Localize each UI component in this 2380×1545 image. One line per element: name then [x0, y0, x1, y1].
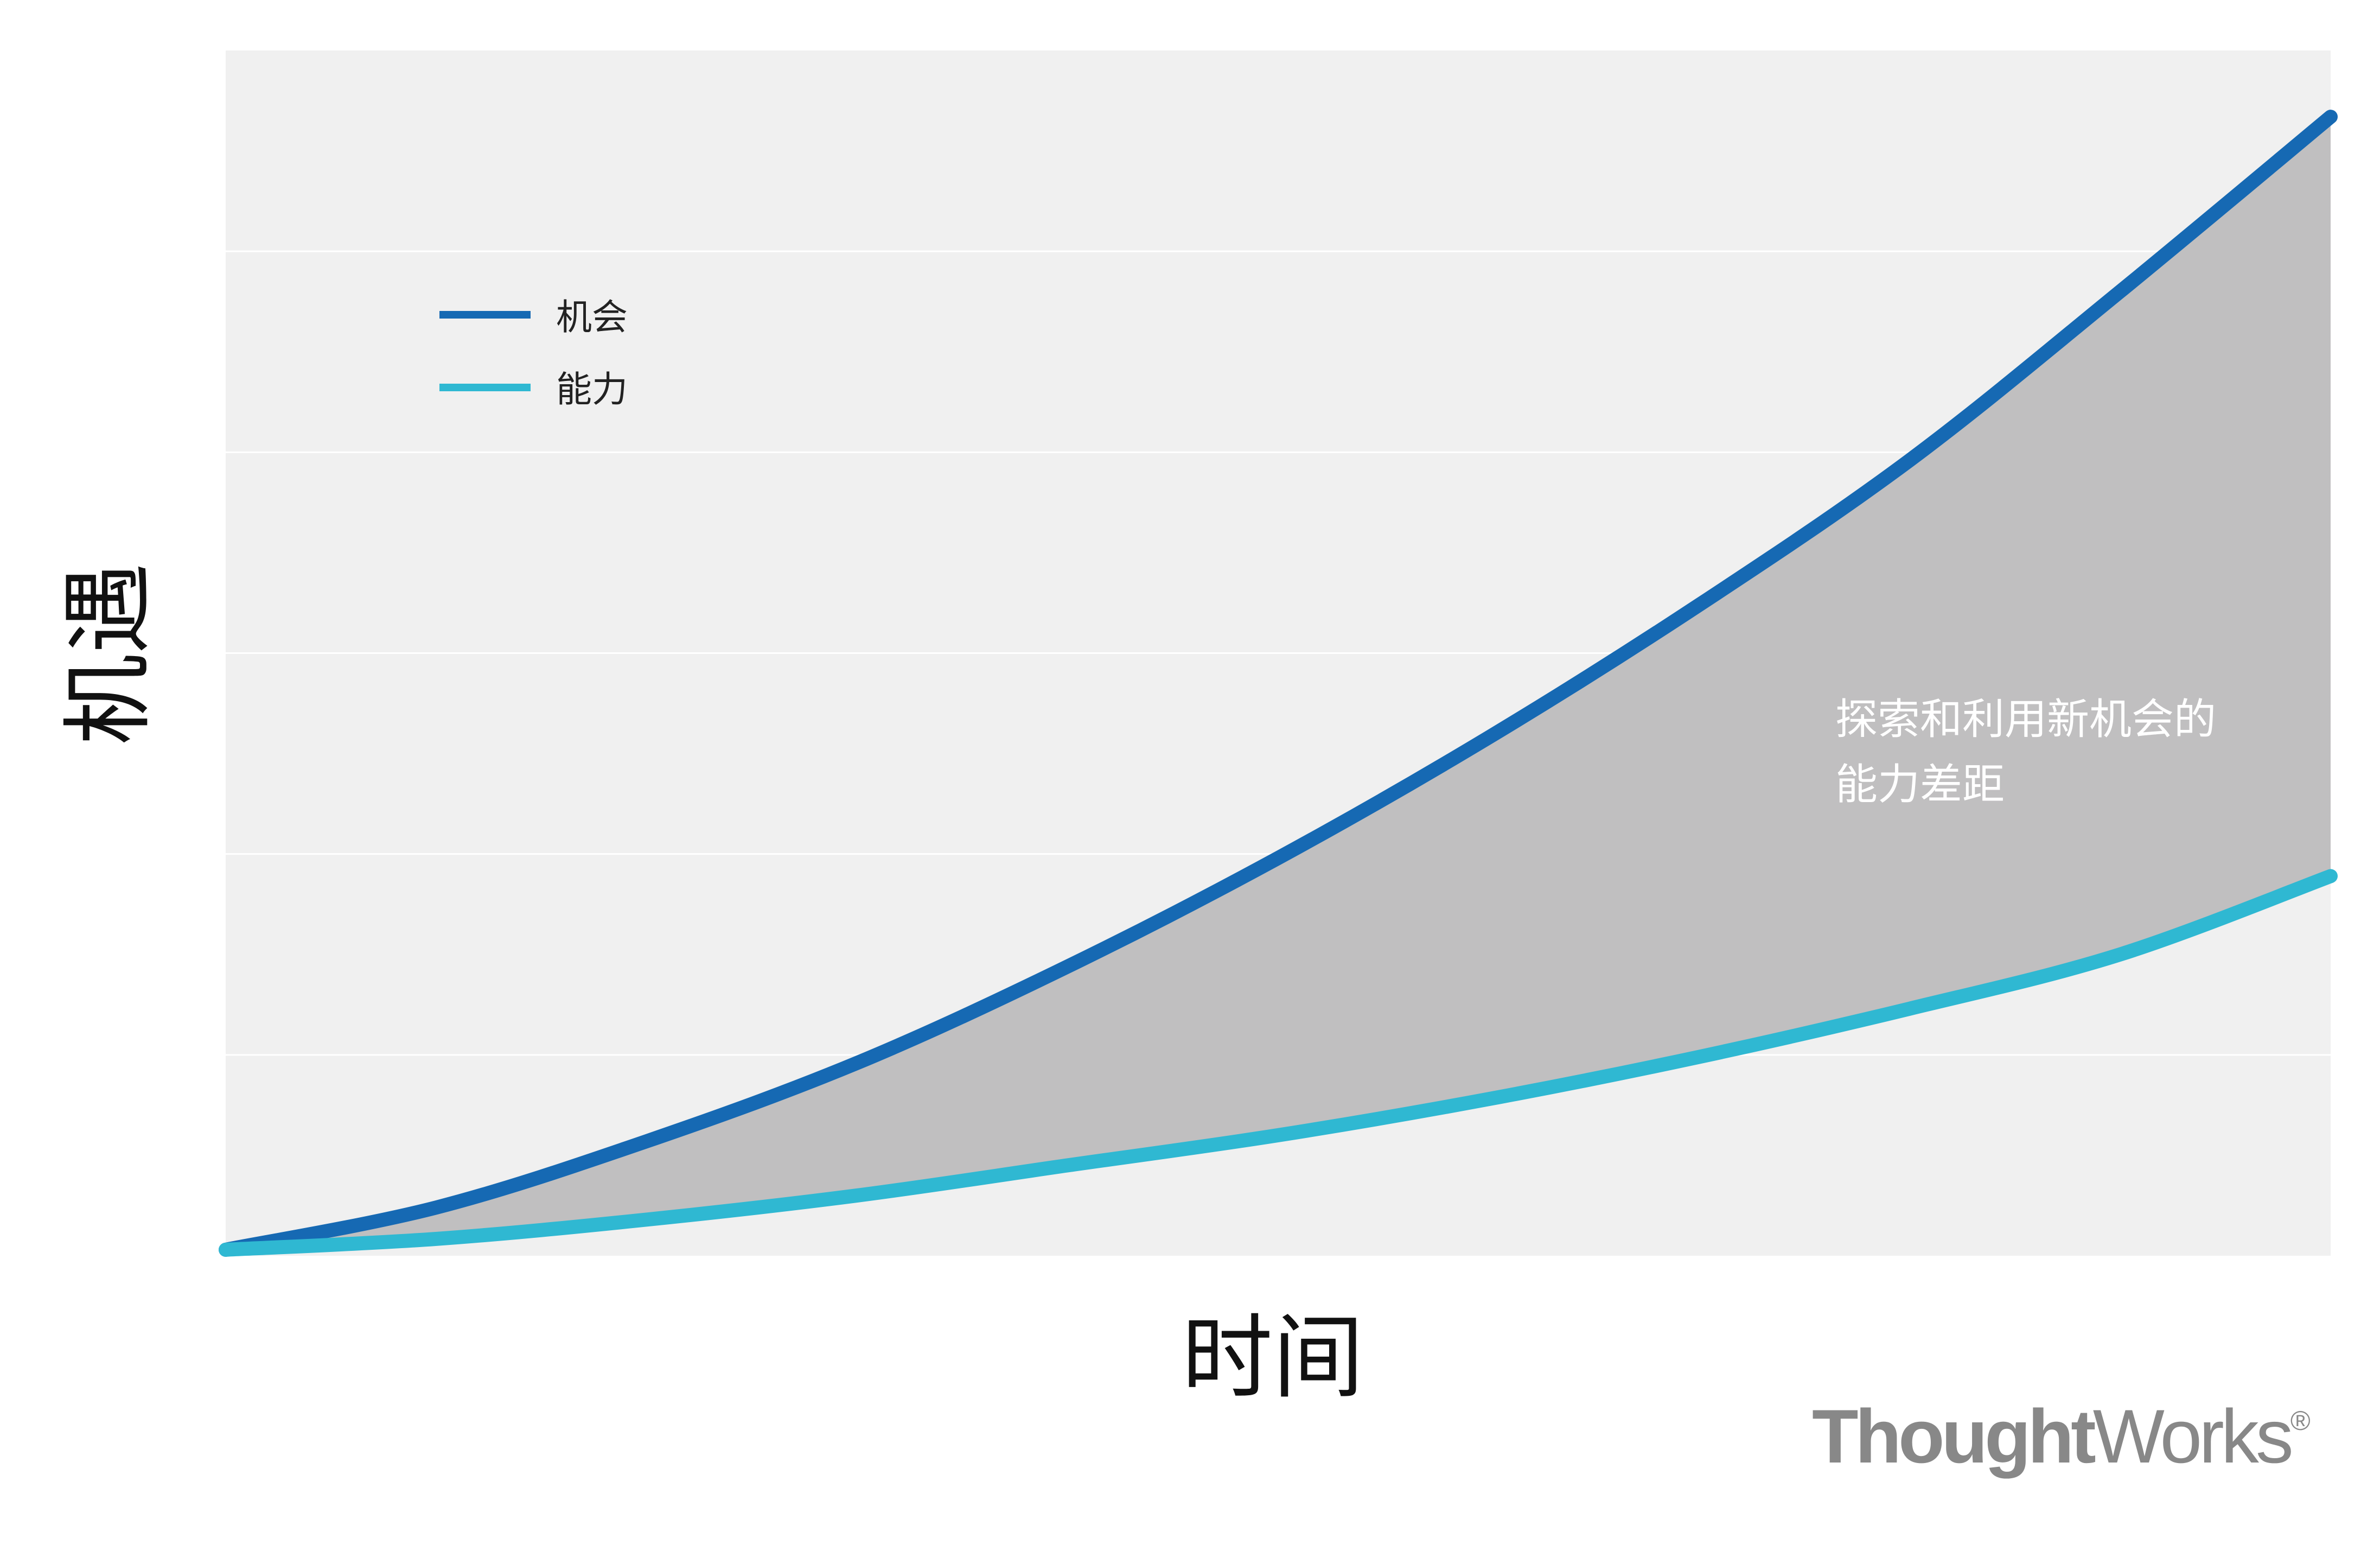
legend-label-opportunity: 机会 [556, 296, 628, 338]
legend: 机会 能力 [439, 296, 628, 410]
x-axis-label: 时间 [1182, 1305, 1364, 1411]
series-layer [219, 110, 2338, 1257]
gap-annotation-line-2: 能力差距 [1835, 760, 2005, 809]
logo-text-strong: Thought [1812, 1394, 2095, 1479]
legend-label-capability: 能力 [556, 368, 628, 410]
svg-text:ThoughtWorks®: ThoughtWorks® [1812, 1394, 2311, 1479]
gap-annotation: 探索和利用新机会的 能力差距 [1835, 695, 2216, 809]
y-axis-label: 机遇 [55, 563, 162, 745]
series-line-capability [219, 869, 2338, 1257]
logo-text-light: Works [2093, 1394, 2291, 1479]
series-line-opportunity [219, 110, 2338, 1257]
gap-shaded-area [226, 117, 2331, 1250]
logo-registered-mark: ® [2290, 1406, 2311, 1436]
thoughtworks-logo: ThoughtWorks® [1812, 1394, 2314, 1479]
gap-annotation-line-1: 探索和利用新机会的 [1835, 695, 2216, 744]
